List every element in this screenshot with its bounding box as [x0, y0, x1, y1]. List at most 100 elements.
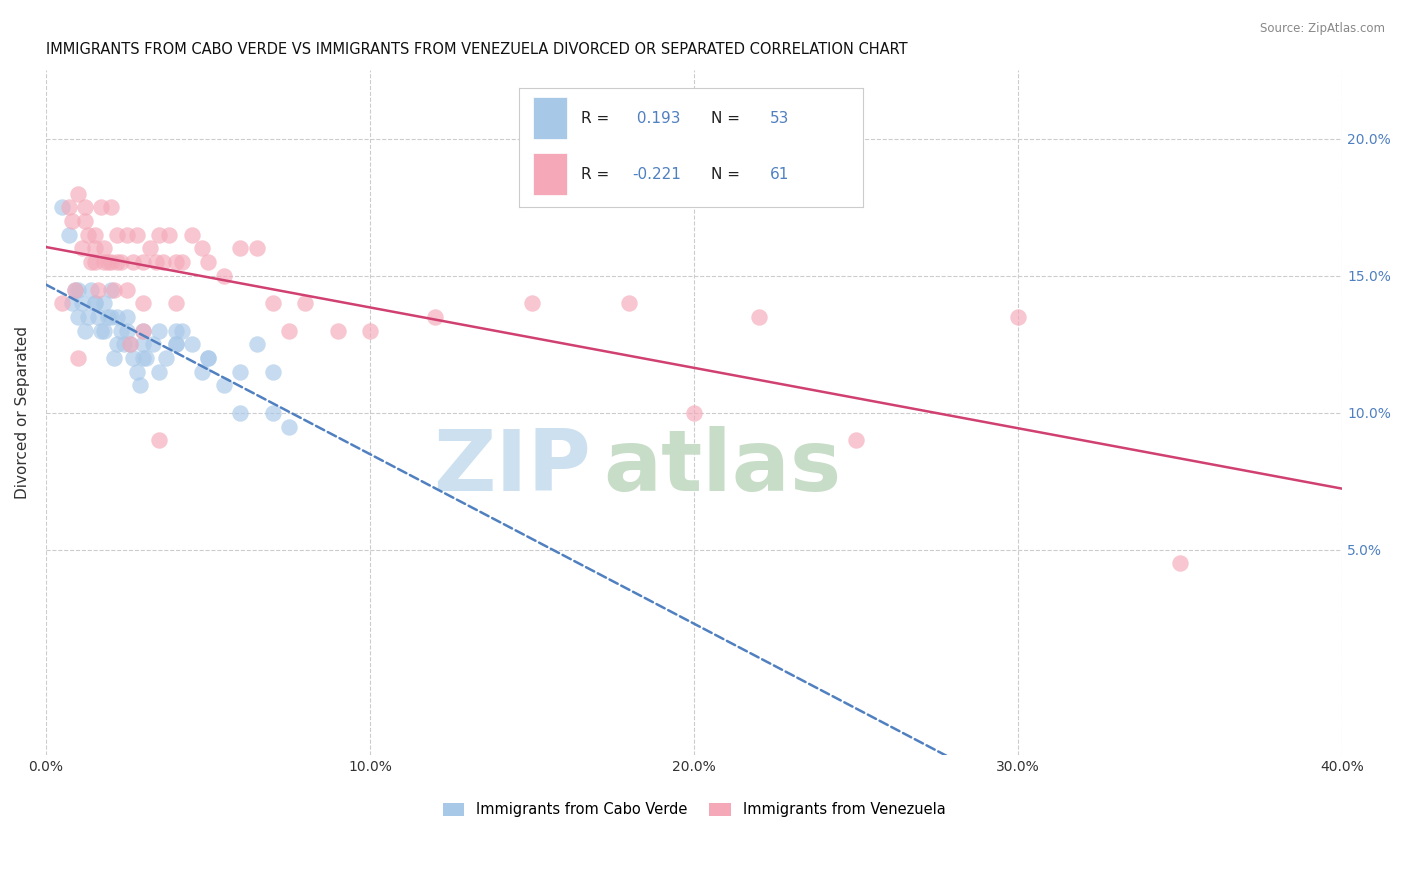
Point [145, 255, 167, 269]
Point [148, 227, 170, 242]
Point [96, 255, 118, 269]
Point [1168, 557, 1191, 571]
Point [110, 324, 132, 338]
Point [100, 255, 122, 269]
Point [172, 255, 194, 269]
Text: atlas: atlas [603, 426, 842, 509]
Point [58, 227, 80, 242]
Point [619, 296, 641, 310]
Point [1007, 310, 1029, 324]
Point [157, 227, 180, 242]
Point [748, 310, 770, 324]
Point [73, 200, 96, 214]
Point [165, 337, 187, 351]
Point [122, 351, 145, 365]
Point [190, 242, 212, 256]
Point [262, 365, 284, 379]
Point [197, 351, 219, 365]
Point [359, 324, 381, 338]
Point [90, 200, 112, 214]
Point [60, 214, 83, 228]
Point [67, 186, 90, 201]
Point [132, 324, 155, 338]
Point [73, 324, 96, 338]
Point [105, 310, 128, 324]
Point [229, 365, 252, 379]
Point [520, 296, 543, 310]
Point [165, 337, 187, 351]
Point [70, 296, 93, 310]
Point [67, 351, 90, 365]
Point [90, 324, 112, 338]
Point [115, 310, 138, 324]
Point [229, 242, 252, 256]
Point [77, 310, 100, 324]
Point [326, 324, 349, 338]
Point [103, 351, 125, 365]
Point [229, 406, 252, 420]
Point [83, 242, 105, 256]
Point [129, 378, 152, 392]
Point [122, 255, 145, 269]
Point [262, 406, 284, 420]
Point [51, 200, 73, 214]
Point [212, 268, 235, 283]
Point [190, 365, 212, 379]
Text: ZIP: ZIP [433, 426, 591, 509]
Point [77, 227, 100, 242]
Point [115, 227, 138, 242]
Point [180, 227, 202, 242]
Point [423, 310, 446, 324]
Point [197, 255, 219, 269]
Point [67, 283, 90, 297]
Point [87, 310, 110, 324]
Point [100, 200, 122, 214]
Point [100, 283, 122, 297]
Point [93, 242, 115, 256]
Point [152, 255, 174, 269]
Point [83, 296, 105, 310]
Point [138, 242, 160, 256]
Point [132, 324, 155, 338]
Point [212, 378, 235, 392]
Point [132, 255, 155, 269]
Point [67, 310, 90, 324]
Point [105, 255, 128, 269]
Point [63, 283, 86, 297]
Point [93, 296, 115, 310]
Point [180, 337, 202, 351]
Point [165, 324, 187, 338]
Point [246, 242, 269, 256]
Text: Source: ZipAtlas.com: Source: ZipAtlas.com [1260, 22, 1385, 36]
Point [148, 324, 170, 338]
Point [142, 337, 165, 351]
Y-axis label: Divorced or Separated: Divorced or Separated [15, 326, 30, 500]
Point [73, 214, 96, 228]
Point [165, 296, 187, 310]
Point [172, 324, 194, 338]
Point [87, 283, 110, 297]
Point [96, 310, 118, 324]
Point [63, 283, 86, 297]
Point [165, 255, 187, 269]
Text: IMMIGRANTS FROM CABO VERDE VS IMMIGRANTS FROM VENEZUELA DIVORCED OR SEPARATED CO: IMMIGRANTS FROM CABO VERDE VS IMMIGRANTS… [46, 42, 908, 57]
Point [125, 227, 148, 242]
Point [115, 324, 138, 338]
Point [83, 255, 105, 269]
Point [278, 419, 301, 434]
Point [148, 365, 170, 379]
Legend: Immigrants from Cabo Verde, Immigrants from Venezuela: Immigrants from Cabo Verde, Immigrants f… [437, 797, 952, 823]
Point [278, 324, 301, 338]
Point [103, 283, 125, 297]
Point [132, 337, 155, 351]
Point [132, 296, 155, 310]
Point [105, 337, 128, 351]
Point [845, 434, 868, 448]
Point [125, 365, 148, 379]
Point [60, 296, 83, 310]
Point [58, 200, 80, 214]
Point [110, 255, 132, 269]
Point [120, 337, 142, 351]
Point [80, 283, 103, 297]
Point [93, 324, 115, 338]
